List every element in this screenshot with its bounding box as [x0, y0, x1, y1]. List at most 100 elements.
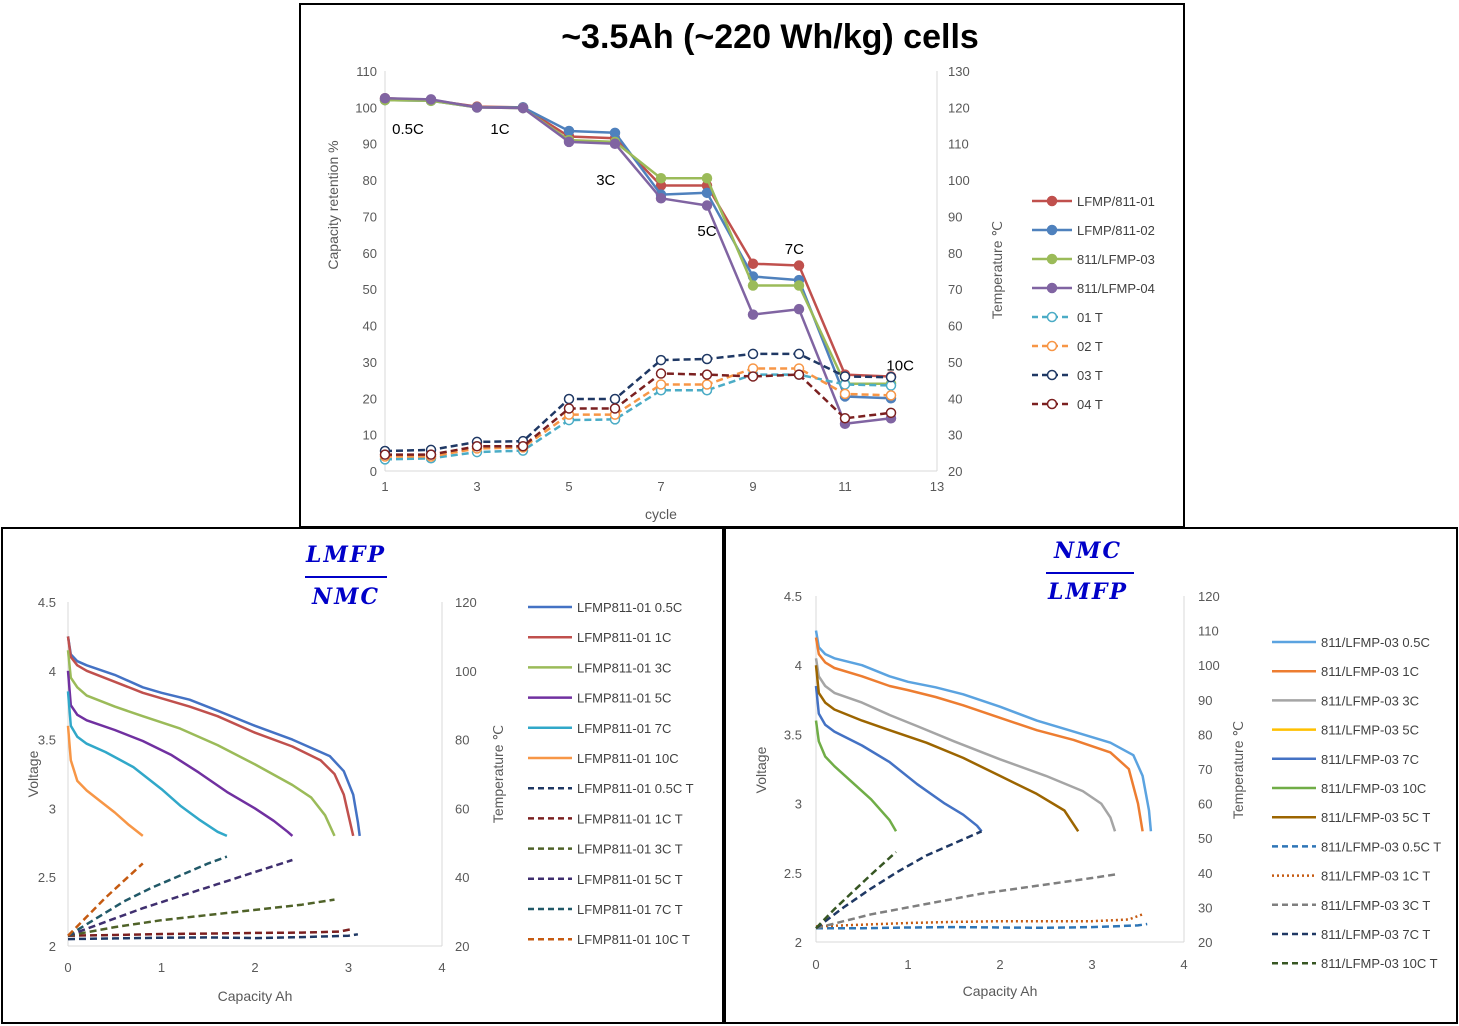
right-chart-series-line: [814, 665, 1080, 832]
top-chart-data-point: [793, 280, 805, 291]
left-chart-y-tick-label: 4: [49, 664, 56, 679]
right-chart-legend-label: 811/LFMP-03 1C T: [1321, 869, 1430, 884]
right-chart-series-line: [815, 851, 897, 930]
left-chart-legend-label: LFMP811-01 7C T: [577, 902, 683, 917]
top-chart-legend-marker: [1046, 224, 1058, 236]
left-chart-y-tick-label: 2.5: [38, 870, 56, 885]
top-chart-annotation: 5C: [697, 223, 716, 240]
top-chart-legend-label: 03 T: [1077, 368, 1103, 383]
left-chart-x-tick-label: 4: [438, 960, 445, 975]
left-chart-series-line: [67, 927, 354, 937]
top-chart-y2-tick-label: 80: [948, 246, 962, 261]
left-chart-legend-label: LFMP811-01 3C: [577, 660, 671, 675]
right-chart-legend-label: 811/LFMP-03 10C: [1321, 781, 1426, 796]
top-chart-y2-tick-label: 30: [948, 428, 962, 443]
top-chart-y-tick-label: 30: [363, 355, 377, 370]
left-chart-y-tick-label: 3.5: [38, 733, 56, 748]
right-chart-series-line: [815, 913, 1144, 928]
right-chart-y2-tick-label: 120: [1198, 589, 1220, 604]
right-chart-legend-label: 811/LFMP-03 3C: [1321, 693, 1419, 708]
top-chart-y-tick-label: 70: [363, 209, 377, 224]
top-chart-x-tick-label: 7: [657, 479, 664, 494]
top-chart-legend-marker: [1046, 340, 1058, 352]
top-chart-data-point: [655, 368, 667, 379]
right-chart-series-line: [814, 720, 898, 832]
left-chart-x-axis-label: Capacity Ah: [218, 988, 293, 1004]
top-chart-y2-tick-label: 20: [948, 464, 962, 479]
top-chart-y2-tick-label: 110: [948, 137, 969, 152]
left-chart-y2-tick-label: 60: [455, 801, 469, 816]
top-chart-data-point: [793, 303, 805, 315]
left-chart-legend-label: LFMP811-01 1C: [577, 630, 671, 645]
left-chart-x-tick-label: 1: [158, 960, 165, 975]
top-chart-data-point: [793, 369, 805, 380]
left-chart-y2-tick-label: 20: [455, 939, 469, 954]
top-chart-y-tick-label: 40: [363, 319, 377, 334]
left-chart-legend-label: LFMP811-01 0.5C T: [577, 781, 694, 796]
top-chart-y2-tick-label: 90: [948, 209, 962, 224]
left-title-numerator: LMFP: [305, 542, 386, 568]
top-chart-annotation: 3C: [596, 172, 615, 189]
top-chart-series-line: [384, 352, 892, 453]
top-chart-data-point: [701, 369, 713, 380]
top-chart-y-tick-label: 20: [363, 391, 377, 406]
top-chart-y2-axis-label: Temperature ℃: [989, 221, 1005, 319]
top-chart-y2-tick-label: 60: [948, 319, 962, 334]
left-chart-series-line: [66, 725, 144, 837]
top-chart-series-line: [384, 97, 892, 378]
top-chart-y-tick-label: 90: [363, 137, 377, 152]
left-chart-y-axis-label: Voltage: [25, 750, 41, 797]
right-title-denominator: LMFP: [1047, 579, 1128, 605]
left-chart-y2-tick-label: 120: [455, 595, 477, 610]
right-chart-series-line: [814, 637, 1144, 832]
right-chart-y-tick-label: 2: [795, 935, 802, 950]
right-chart-y-axis-label: Voltage: [753, 746, 769, 793]
top-chart-y2-tick-label: 70: [948, 282, 962, 297]
top-chart-y-tick-label: 50: [363, 282, 377, 297]
left-chart-series-line: [67, 858, 293, 937]
right-chart-legend-label: 811/LFMP-03 5C T: [1321, 810, 1430, 825]
right-chart-y2-tick-label: 70: [1198, 762, 1212, 777]
left-chart-series-line: [66, 691, 228, 838]
left-chart-y2-tick-label: 100: [455, 664, 477, 679]
top-chart-data-point: [839, 371, 851, 382]
top-chart-x-tick-label: 11: [838, 479, 852, 494]
top-chart-data-point: [793, 260, 805, 271]
top-chart-data-point: [563, 125, 575, 137]
right-chart-y2-tick-label: 50: [1198, 831, 1212, 846]
top-chart-data-point: [517, 441, 529, 452]
top-chart-y-tick-label: 110: [356, 64, 377, 79]
left-chart-y-tick-label: 2: [49, 939, 56, 954]
right-chart-y2-tick-label: 80: [1198, 727, 1212, 742]
right-chart-y-tick-label: 2.5: [784, 866, 802, 881]
right-chart-legend-label: 811/LFMP-03 7C: [1321, 752, 1419, 767]
top-chart-x-tick-label: 13: [930, 479, 944, 494]
top-chart-legend-marker: [1046, 253, 1058, 265]
top-chart-data-point: [609, 393, 621, 405]
left-chart-legend-label: LFMP811-01 5C: [577, 691, 671, 706]
right-chart-series-line: [814, 630, 1153, 832]
left-title-denominator: NMC: [311, 584, 380, 610]
top-chart-series-line: [384, 98, 891, 385]
top-chart-data-point: [885, 390, 897, 401]
left-chart-series-line: [67, 855, 228, 937]
left-chart-series-line: [67, 862, 144, 937]
top-chart-data-point: [563, 393, 575, 405]
right-chart-legend-label: 811/LFMP-03 3C T: [1321, 898, 1430, 913]
top-chart-annotation: 1C: [490, 121, 509, 138]
top-chart-legend-marker: [1046, 398, 1058, 410]
top-chart-y2-tick-label: 120: [948, 100, 970, 115]
top-chart-y-axis-label: Capacity retention %: [325, 140, 341, 269]
top-chart-x-tick-label: 1: [381, 479, 388, 494]
right-chart-legend-label: 811/LFMP-03 1C: [1321, 664, 1419, 679]
top-chart-data-point: [701, 173, 713, 184]
top-chart-y2-tick-label: 40: [948, 391, 962, 406]
right-chart-y2-axis-label: Temperature ℃: [1230, 721, 1246, 819]
right-chart-series-line: [815, 873, 1116, 930]
top-chart-series-line: [384, 97, 892, 425]
right-chart-y2-tick-label: 110: [1198, 624, 1219, 639]
top-chart-x-axis-label: cycle: [645, 506, 677, 522]
top-chart-y-tick-label: 0: [370, 464, 377, 479]
top-chart-data-point: [609, 138, 621, 149]
top-chart-data-point: [747, 348, 759, 360]
